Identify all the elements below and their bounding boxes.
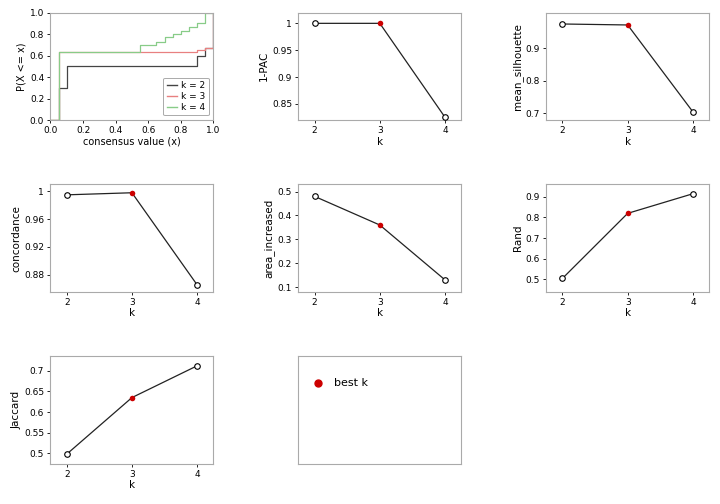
Y-axis label: concordance: concordance [12, 205, 22, 272]
X-axis label: k: k [625, 137, 631, 147]
X-axis label: consensus value (x): consensus value (x) [83, 137, 181, 147]
Y-axis label: 1-PAC: 1-PAC [259, 51, 269, 82]
X-axis label: k: k [129, 308, 135, 319]
X-axis label: k: k [377, 308, 383, 319]
Y-axis label: Jaccard: Jaccard [12, 391, 22, 429]
Y-axis label: P(X <= x): P(X <= x) [17, 42, 27, 91]
Legend: k = 2, k = 3, k = 4: k = 2, k = 3, k = 4 [163, 78, 209, 115]
X-axis label: k: k [625, 308, 631, 319]
Y-axis label: Rand: Rand [513, 225, 523, 251]
Text: best k: best k [334, 378, 368, 388]
Y-axis label: mean_silhouette: mean_silhouette [512, 23, 523, 110]
X-axis label: k: k [129, 480, 135, 490]
Y-axis label: area_increased: area_increased [264, 199, 275, 278]
X-axis label: k: k [377, 137, 383, 147]
